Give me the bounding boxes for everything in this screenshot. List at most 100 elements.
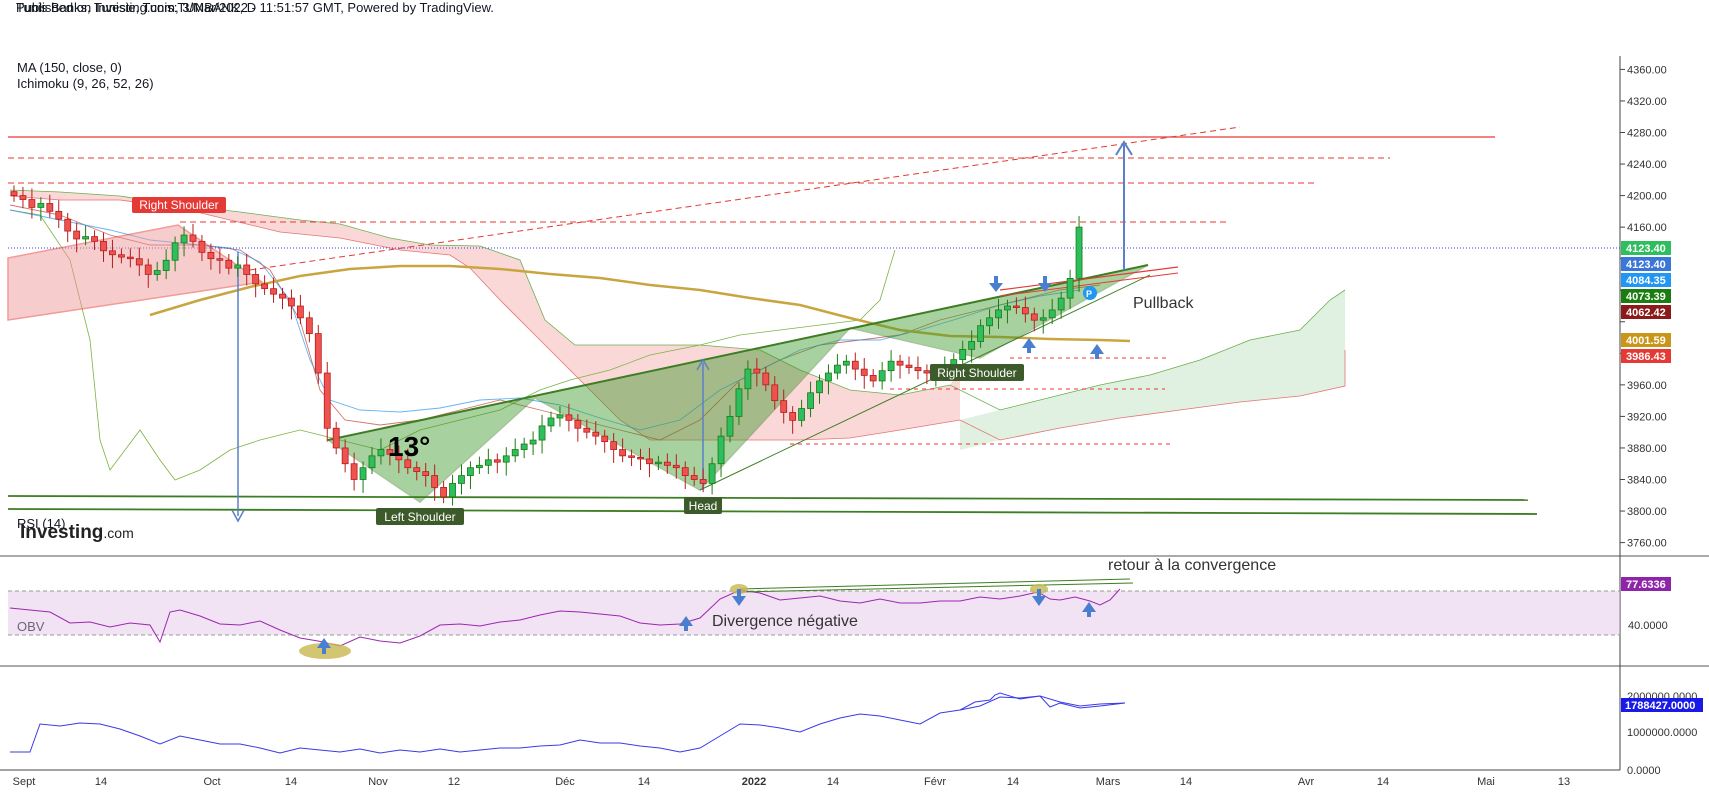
candle-body bbox=[851, 360, 859, 370]
candle-body bbox=[753, 368, 761, 374]
price-tick-label: 3880.00 bbox=[1627, 443, 1667, 455]
candle-body bbox=[834, 364, 841, 374]
candle-body bbox=[538, 425, 546, 441]
candle-body bbox=[332, 427, 340, 449]
published-line: Published on Investing.com, 3/Mar/2022 -… bbox=[16, 0, 494, 15]
price-tick-label: 4200.00 bbox=[1627, 191, 1667, 203]
ma-legend[interactable]: MA (150, close, 0) bbox=[17, 60, 122, 75]
candle-body bbox=[565, 414, 573, 421]
price-axis: 4360.00 4320.00 4280.00 4240.00 4200.00 4160.… bbox=[1620, 64, 1667, 550]
candle-body bbox=[350, 463, 358, 480]
label-right-shoulder: Right Shoulder bbox=[930, 364, 1024, 381]
svg-text:Right Shoulder: Right Shoulder bbox=[937, 366, 1016, 380]
candle-body bbox=[314, 333, 322, 374]
candle-body bbox=[162, 259, 170, 271]
candle-body bbox=[126, 256, 134, 260]
convergence-label: retour à la convergence bbox=[1108, 557, 1276, 574]
candle-body bbox=[1004, 305, 1011, 311]
candle-body bbox=[64, 218, 72, 232]
candle-body bbox=[914, 367, 922, 372]
candle-body bbox=[726, 416, 734, 437]
candle-body bbox=[681, 467, 689, 476]
red-triangle-pattern bbox=[7, 224, 265, 321]
candle-body bbox=[842, 360, 850, 366]
time-tick-label: Févr bbox=[924, 776, 946, 788]
time-tick-label: 2022 bbox=[742, 776, 766, 788]
candle-body bbox=[529, 439, 537, 445]
time-axis: Sept 14 Oct 14 Nov 12 Déc 14 2022 14 Févr 14 Mars 14 A… bbox=[13, 776, 1570, 788]
rsi-band bbox=[8, 591, 1620, 635]
candle-body bbox=[646, 458, 653, 465]
candle-body bbox=[377, 449, 385, 457]
svg-text:Right Shoulder: Right Shoulder bbox=[139, 198, 218, 212]
price-tick-label: 3920.00 bbox=[1627, 411, 1667, 423]
time-tick-label: Oct bbox=[203, 776, 220, 788]
rsi-tick-label: 40.0000 bbox=[1628, 620, 1668, 632]
candle-body bbox=[547, 417, 555, 427]
price-tick-label: 4240.00 bbox=[1627, 159, 1667, 171]
ichimoku-cloud bbox=[9, 189, 1346, 481]
candle-body bbox=[440, 486, 448, 498]
price-tick-label: 4360.00 bbox=[1627, 64, 1667, 76]
p-marker bbox=[1083, 286, 1097, 300]
candle-body bbox=[968, 341, 976, 350]
svg-text:Left Shoulder: Left Shoulder bbox=[384, 510, 455, 524]
candle-body bbox=[171, 242, 179, 261]
candle-body bbox=[771, 384, 779, 402]
time-tick-label: 14 bbox=[285, 776, 297, 788]
candle-body bbox=[637, 457, 644, 460]
price-labels: 4123.40 4123.40 4084.35 4073.39 4062.42 4001.… bbox=[1621, 241, 1671, 363]
rsi-legend[interactable]: RSI (14) bbox=[17, 516, 66, 531]
obv-line bbox=[10, 695, 1126, 754]
candle-body bbox=[28, 199, 36, 208]
symbol-title: Tunis Banks, Tunisie, Tunis:TUNBANK, D bbox=[16, 0, 257, 15]
candle-body bbox=[574, 419, 582, 429]
candle-body bbox=[520, 443, 528, 450]
candle-body bbox=[780, 400, 788, 413]
candle-body bbox=[672, 464, 680, 469]
time-tick-label: Mai bbox=[1477, 776, 1495, 788]
candle-body bbox=[484, 459, 492, 466]
obv-legend[interactable]: OBV bbox=[17, 619, 45, 634]
candle-body bbox=[583, 427, 591, 433]
candle-body bbox=[628, 455, 635, 458]
time-tick-label: 14 bbox=[1377, 776, 1389, 788]
time-tick-label: 13 bbox=[1558, 776, 1570, 788]
price-tick-label: 4160.00 bbox=[1627, 222, 1667, 234]
candle-body bbox=[144, 264, 152, 275]
time-tick-label: Avr bbox=[1298, 776, 1315, 788]
candle-body bbox=[789, 412, 797, 421]
candle-body bbox=[762, 372, 770, 386]
candle-body bbox=[458, 475, 465, 484]
candle-body bbox=[305, 317, 313, 335]
candle-body bbox=[449, 483, 456, 498]
candle-body bbox=[878, 370, 886, 382]
ichimoku-legend[interactable]: Ichimoku (9, 26, 52, 26) bbox=[17, 76, 154, 91]
candle-body bbox=[225, 259, 233, 269]
price-label: 4073.39 bbox=[1626, 291, 1666, 303]
candle-body bbox=[288, 297, 295, 307]
candle-body bbox=[1021, 307, 1029, 315]
candle-body bbox=[386, 449, 394, 455]
time-tick-label: Nov bbox=[368, 776, 388, 788]
time-tick-label: 14 bbox=[1007, 776, 1019, 788]
candle-body bbox=[655, 461, 662, 465]
price-label: 4062.42 bbox=[1626, 307, 1666, 319]
candle-body bbox=[261, 283, 269, 290]
candle-body bbox=[610, 441, 618, 450]
price-tick-label: 3800.00 bbox=[1627, 506, 1667, 518]
obv-tick-label: 0.0000 bbox=[1627, 765, 1661, 777]
candle-body bbox=[816, 380, 823, 394]
time-tick-label: 14 bbox=[1180, 776, 1192, 788]
candlestick-series bbox=[10, 185, 1083, 506]
candle-body bbox=[511, 449, 519, 457]
candle-body bbox=[1048, 309, 1056, 319]
candle-body bbox=[1057, 297, 1065, 311]
candle-body bbox=[995, 309, 1002, 319]
time-tick-label: Mars bbox=[1096, 776, 1121, 788]
price-tick-label: 3840.00 bbox=[1627, 475, 1667, 487]
candle-body bbox=[887, 360, 895, 372]
rsi-arrows bbox=[317, 589, 1096, 654]
candle-body bbox=[19, 195, 27, 200]
